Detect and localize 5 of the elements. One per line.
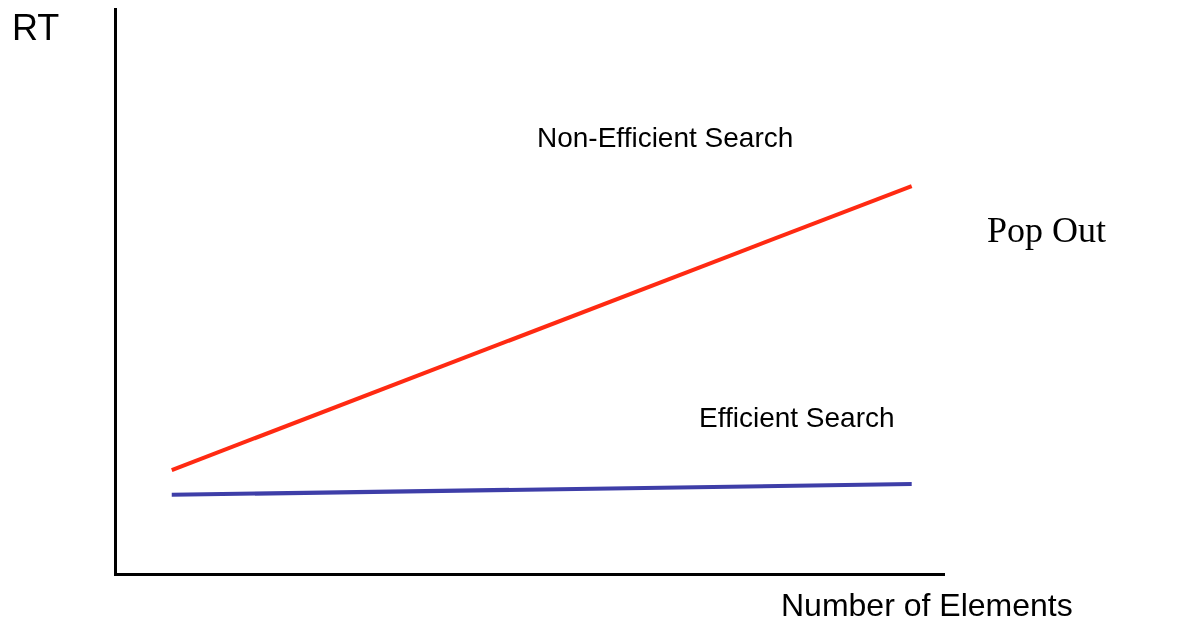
x-axis-title: Number of Elements: [781, 587, 1073, 623]
annotation: Pop Out: [987, 210, 1107, 250]
annotation: Efficient Search: [699, 402, 895, 433]
text: Non-Efficient Search: [537, 122, 794, 153]
y-axis-title: RT: [12, 7, 60, 48]
